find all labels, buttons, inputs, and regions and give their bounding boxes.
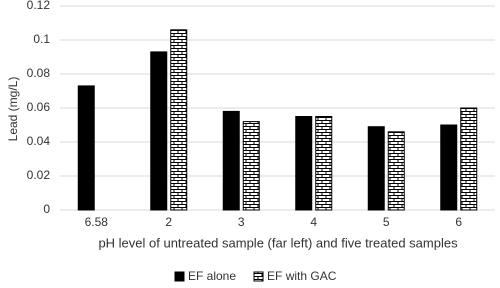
- bar: [77, 85, 95, 211]
- x-tick-label: 4: [310, 215, 317, 229]
- bar: [295, 116, 313, 211]
- bar: [440, 124, 458, 211]
- legend-swatch: [253, 271, 264, 282]
- legend-label: EF alone: [188, 269, 236, 283]
- legend-label: EF with GAC: [267, 269, 337, 283]
- bar: [387, 131, 405, 211]
- y-axis-label: Lead (mg/L): [6, 77, 20, 142]
- y-tick-label: 0.08: [27, 66, 51, 80]
- bar: [170, 29, 188, 211]
- x-tick-label: 2: [165, 215, 172, 229]
- y-tick-label: 0: [43, 202, 50, 216]
- x-tick-label: 3: [238, 215, 245, 229]
- x-tick-label: 6: [455, 215, 462, 229]
- y-tick-label: 0.12: [27, 0, 51, 12]
- y-tick-label: 0.02: [27, 168, 51, 182]
- bar: [242, 121, 260, 211]
- y-tick-label: 0.06: [27, 100, 51, 114]
- bar: [460, 107, 478, 211]
- y-tick-label: 0.1: [33, 32, 50, 46]
- x-tick-label: 6.58: [85, 215, 109, 229]
- y-tick-label: 0.04: [27, 134, 51, 148]
- legend-swatch: [174, 271, 185, 282]
- x-tick-label: 5: [383, 215, 390, 229]
- x-axis-label: pH level of untreated sample (far left) …: [98, 235, 458, 250]
- bar: [367, 126, 385, 211]
- bar: [222, 110, 240, 211]
- bar: [315, 116, 333, 211]
- bar: [150, 51, 168, 211]
